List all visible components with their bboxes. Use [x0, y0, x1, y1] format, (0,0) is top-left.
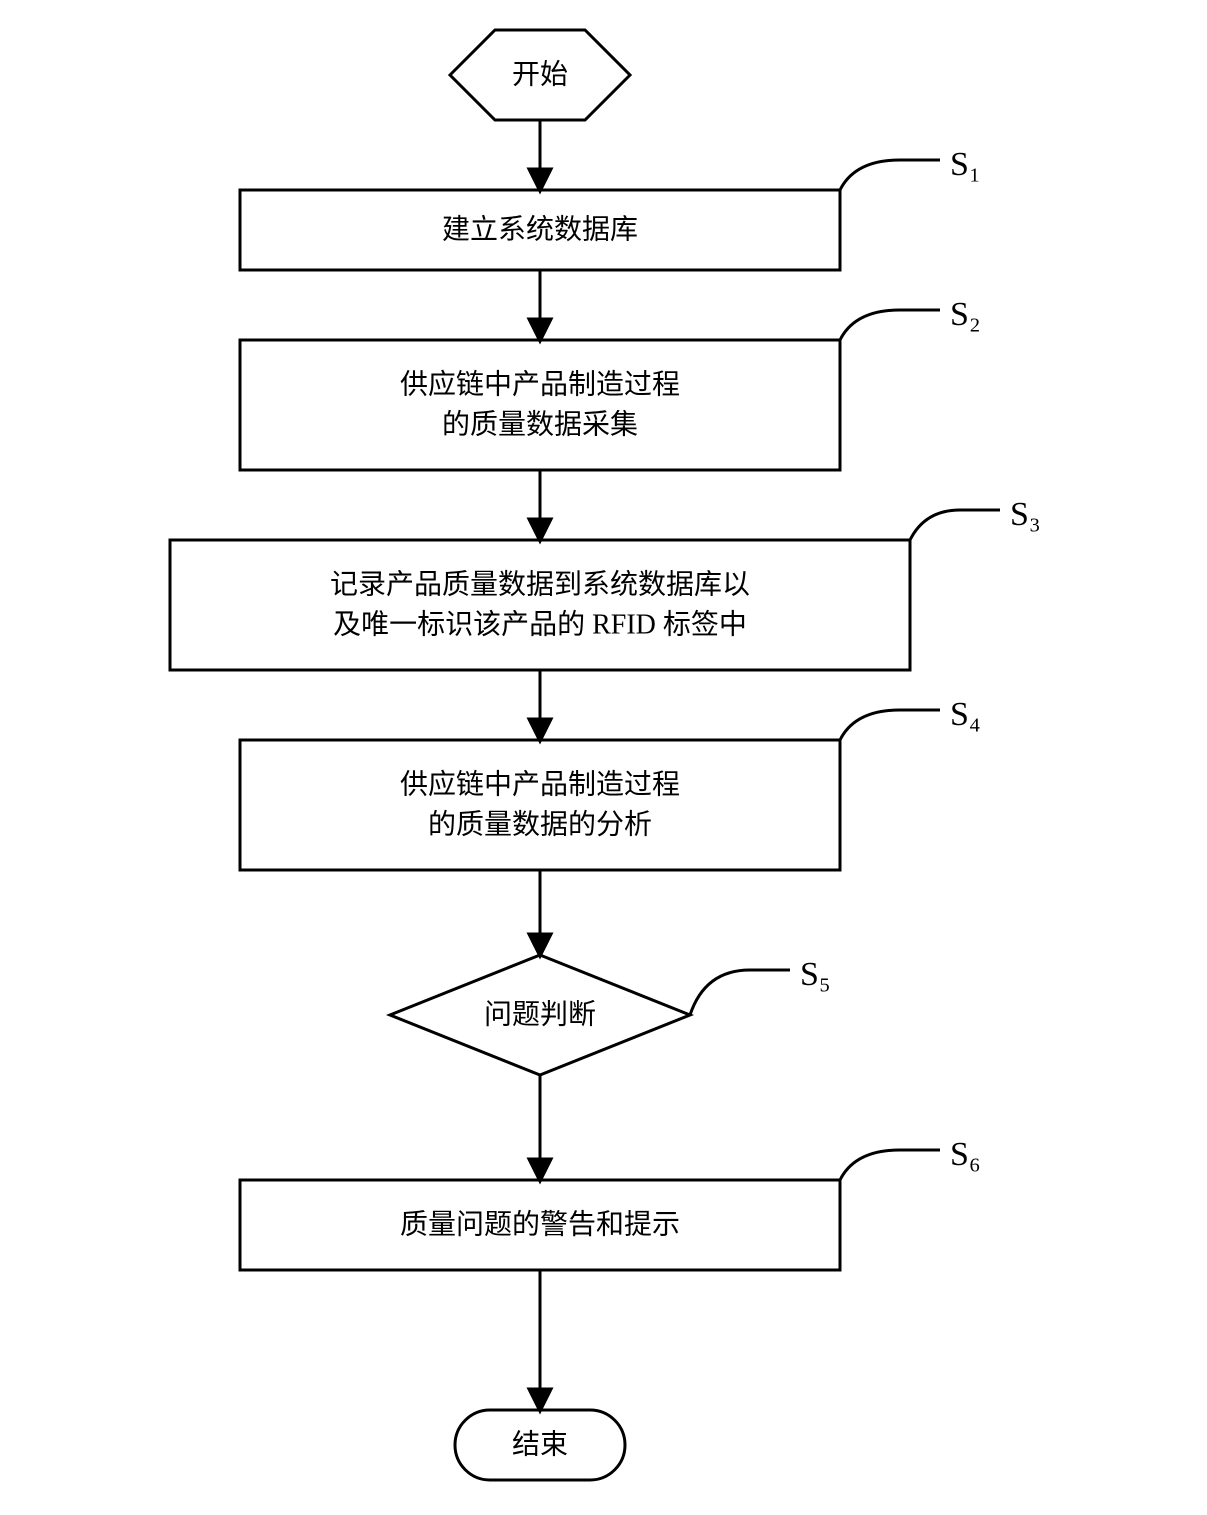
- process-box-S4: [240, 740, 840, 870]
- process-text: 质量问题的警告和提示: [400, 1208, 680, 1240]
- process-text: 的质量数据的分析: [428, 808, 652, 840]
- step-label: S₄: [950, 696, 981, 733]
- step-label: S₁: [950, 146, 981, 183]
- process-text: 供应链中产品制造过程: [400, 368, 680, 400]
- process-text: 建立系统数据库: [442, 213, 638, 245]
- callout-line: [690, 970, 790, 1015]
- process-box-S3: [170, 540, 910, 670]
- start-label: 开始: [512, 58, 568, 90]
- step-label: S₃: [1010, 496, 1041, 533]
- callout-line: [910, 510, 1000, 540]
- callout-line: [840, 1150, 940, 1180]
- decision-text: 问题判断: [484, 998, 596, 1030]
- callout-line: [840, 710, 940, 740]
- process-text: 记录产品质量数据到系统数据库以: [330, 568, 750, 600]
- process-box-S2: [240, 340, 840, 470]
- step-label: S₂: [950, 296, 981, 333]
- process-text: 的质量数据采集: [442, 408, 638, 440]
- end-label: 结束: [512, 1428, 568, 1460]
- callout-line: [840, 160, 940, 190]
- step-label: S₆: [950, 1136, 981, 1173]
- step-label: S₅: [800, 956, 831, 993]
- process-text: 供应链中产品制造过程: [400, 768, 680, 800]
- process-text: 及唯一标识该产品的 RFID 标签中: [333, 608, 747, 640]
- callout-line: [840, 310, 940, 340]
